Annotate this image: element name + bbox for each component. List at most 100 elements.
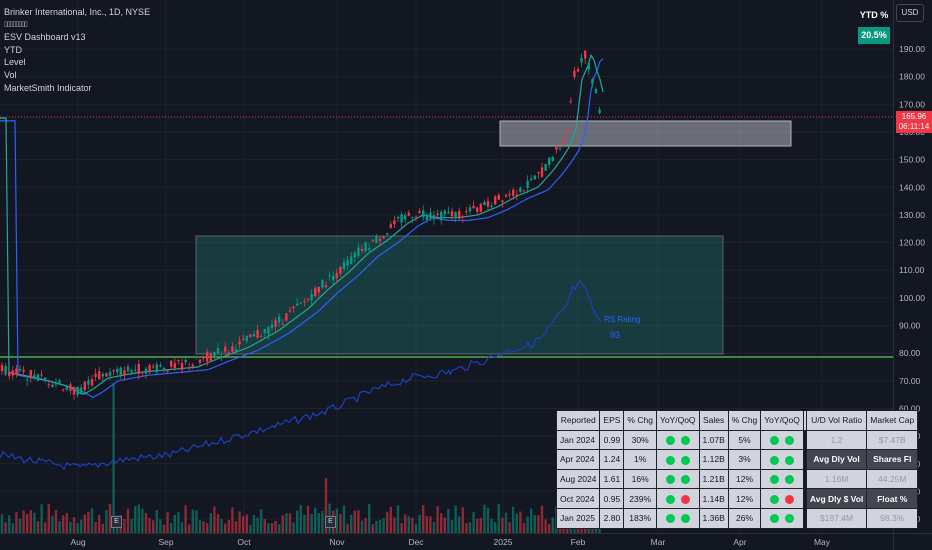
sales-trend-dots <box>760 488 804 509</box>
green-dot-icon <box>785 436 795 446</box>
candle <box>317 286 320 293</box>
sales-trend-dots <box>760 468 804 490</box>
candle <box>584 50 587 59</box>
volume-bar <box>508 522 511 533</box>
candle <box>321 279 324 288</box>
candle <box>587 63 590 70</box>
volume-bar <box>364 518 367 533</box>
candle <box>468 207 472 212</box>
candle <box>407 212 410 216</box>
candle <box>360 249 364 251</box>
indicator-esv[interactable]: ESV Dashboard v13 <box>4 32 86 43</box>
candle <box>249 334 252 338</box>
time-axis-label: Aug <box>70 537 85 547</box>
candle <box>144 368 148 374</box>
volume-bar <box>375 520 378 533</box>
indicator-level[interactable]: Level <box>4 57 26 68</box>
volume-bar <box>335 508 338 533</box>
indicator-vol[interactable]: Vol <box>4 69 17 80</box>
candle <box>256 329 259 339</box>
price-axis-label: 120.00 <box>899 238 925 248</box>
eps-change-cell: 30% <box>623 429 657 451</box>
ytd-value: 20.5% <box>858 27 890 44</box>
candle <box>141 372 144 374</box>
candle <box>580 58 583 63</box>
volume-bar <box>80 519 83 533</box>
indicator-ytd[interactable]: YTD <box>4 44 22 55</box>
volume-bar <box>443 517 446 533</box>
earnings-marker[interactable]: E <box>111 516 122 528</box>
candle <box>371 239 374 242</box>
candle <box>436 213 439 216</box>
eps-trend-dots <box>655 449 700 470</box>
volume-bar <box>141 508 144 533</box>
col-header: YoY/QoQ <box>760 410 804 431</box>
volume-bar <box>152 520 155 533</box>
candle <box>180 363 184 370</box>
candle <box>281 324 284 326</box>
candle <box>22 369 25 372</box>
price-axis-label: 110.00 <box>899 265 925 275</box>
volume-bar <box>501 517 504 533</box>
candle <box>224 346 227 352</box>
earnings-marker[interactable]: E <box>325 516 336 528</box>
candle <box>220 356 223 358</box>
eps-cell: 0.95 <box>599 488 625 509</box>
volume-bar <box>87 511 90 533</box>
candle <box>591 79 594 84</box>
volume-bar <box>252 515 256 533</box>
candle <box>245 335 248 341</box>
candle <box>152 366 155 368</box>
candle <box>483 202 486 205</box>
candle <box>227 351 230 353</box>
candle <box>15 368 18 375</box>
volume-bar <box>314 507 317 533</box>
volume-bar <box>231 507 234 533</box>
stat-value: 1.2 <box>805 429 868 451</box>
indicator-marketsmith[interactable]: MarketSmith Indicator <box>4 82 92 93</box>
reported-cell: Oct 2024 <box>555 488 601 509</box>
candle <box>274 320 277 327</box>
price-axis-label: 170.00 <box>899 99 925 109</box>
volume-bar <box>407 516 410 533</box>
volume-bar <box>389 506 392 533</box>
candle <box>566 129 569 132</box>
volume-bar <box>58 521 61 533</box>
volume-bar <box>472 512 475 533</box>
volume-bar <box>130 519 133 533</box>
candle <box>314 288 317 297</box>
eps-cell: 1.61 <box>599 468 625 490</box>
candle <box>594 89 598 94</box>
volume-bar <box>213 506 216 533</box>
candle <box>206 352 209 362</box>
candle <box>263 328 266 333</box>
volume-bar <box>490 518 493 533</box>
symbol-title[interactable]: Brinker International, Inc., 1D, NYSE <box>4 7 151 17</box>
candle <box>123 370 126 376</box>
volume-bar <box>227 519 230 533</box>
candle <box>328 275 331 277</box>
eps-change-cell: 183% <box>623 507 657 529</box>
candle <box>159 364 162 367</box>
volume-bar <box>353 510 356 533</box>
candle <box>393 220 396 225</box>
volume-bar <box>263 519 266 533</box>
volume-bar <box>216 514 220 533</box>
volume-bar <box>339 513 342 533</box>
volume-bar <box>533 515 536 533</box>
volume-bar <box>98 515 101 533</box>
col-header: Market Cap <box>866 410 919 431</box>
candle <box>33 374 36 379</box>
volume-bar <box>18 518 22 533</box>
currency-button[interactable]: USD <box>896 4 924 22</box>
volume-bar <box>382 518 385 533</box>
candle <box>126 366 130 372</box>
col-header: % Chg <box>623 410 657 431</box>
volume-bar <box>191 509 194 533</box>
green-dot-icon <box>680 455 690 465</box>
volume-bar <box>371 524 374 533</box>
candle <box>378 238 382 241</box>
volume-bar <box>292 522 295 533</box>
candle <box>40 374 43 376</box>
